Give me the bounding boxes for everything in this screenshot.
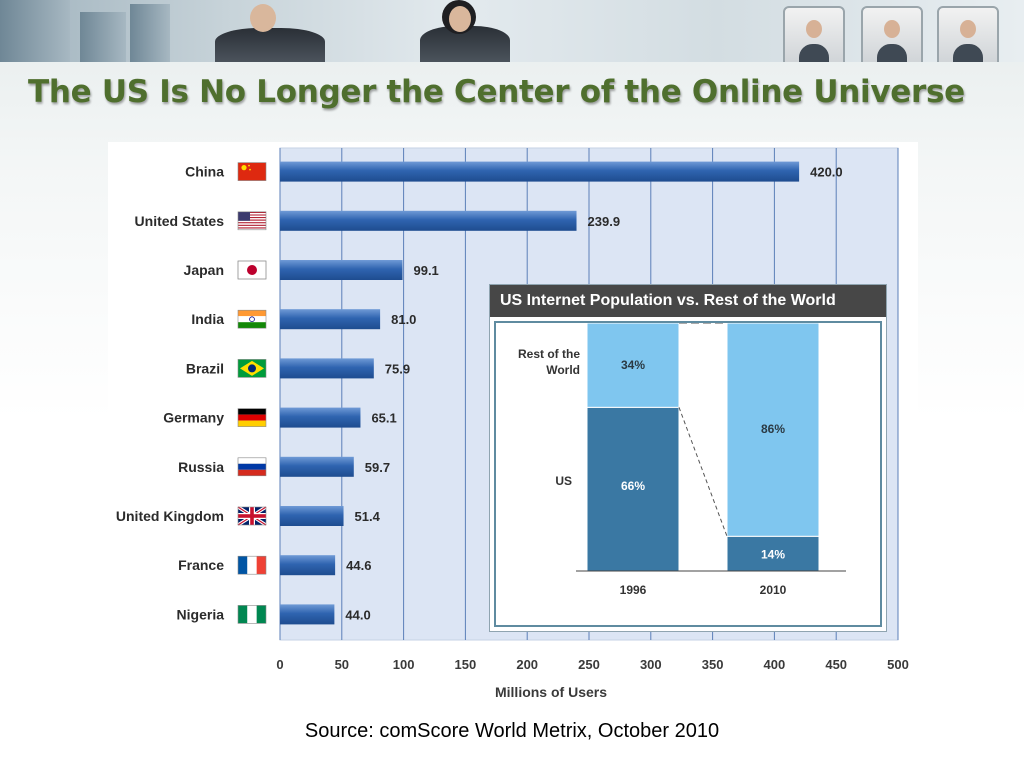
- x-tick-label: 100: [393, 657, 415, 672]
- x-tick-label: 150: [455, 657, 477, 672]
- bar-brazil: [280, 358, 374, 379]
- japan-flag-icon: [237, 260, 267, 280]
- team-photo-thumbnail: [861, 6, 923, 62]
- category-label: Brazil: [186, 360, 224, 376]
- header-banner-photo: [0, 0, 1024, 62]
- series-label-rest: Rest of the World: [518, 347, 580, 377]
- category-label: France: [178, 557, 224, 573]
- category-label: United States: [135, 213, 225, 229]
- bar-value-label: 81.0: [391, 312, 416, 327]
- bar-value-label: 75.9: [385, 361, 410, 376]
- x-tick-label: 0: [276, 657, 283, 672]
- nigeria-flag-icon: [237, 605, 267, 624]
- bar-value-label: 99.1: [413, 263, 438, 278]
- us-vs-world-inset: US Internet Population vs. Rest of the W…: [489, 284, 887, 632]
- team-photo-thumbnail: [783, 6, 845, 62]
- category-label: Japan: [184, 262, 224, 278]
- bar-nigeria: [280, 604, 335, 625]
- us-share-label: 66%: [621, 479, 645, 493]
- us-share-label: 14%: [761, 548, 785, 562]
- india-flag-icon: [237, 309, 267, 329]
- x-tick-label: 50: [335, 657, 349, 672]
- category-label: 1996: [620, 583, 647, 597]
- building-image: [80, 12, 126, 62]
- rest-share-bar-1996: [586, 322, 680, 408]
- x-tick-label: 400: [764, 657, 786, 672]
- rest-share-label: 86%: [761, 422, 785, 436]
- us-share-connector: [678, 407, 728, 537]
- x-tick-label: 200: [516, 657, 538, 672]
- x-axis-label: Millions of Users: [495, 684, 607, 700]
- category-label: United Kingdom: [116, 508, 224, 524]
- bar-value-label: 420.0: [810, 165, 843, 180]
- bar-value-label: 239.9: [588, 214, 621, 229]
- series-label-us: US: [555, 474, 572, 488]
- bar-japan: [280, 260, 403, 280]
- bar-united-kingdom: [280, 506, 344, 526]
- bar-france: [280, 555, 336, 576]
- businessman-head-image: [250, 4, 276, 32]
- building-image: [130, 4, 170, 62]
- x-tick-label: 500: [887, 657, 909, 672]
- uk-flag-icon: [237, 505, 267, 527]
- bar-value-label: 51.4: [355, 509, 381, 524]
- bar-india: [280, 309, 381, 330]
- bar-value-label: 65.1: [371, 411, 396, 426]
- slide-title: The US Is No Longer the Center of the On…: [28, 74, 965, 110]
- china-flag-icon: [237, 162, 267, 181]
- x-tick-label: 300: [640, 657, 662, 672]
- bar-value-label: 44.0: [345, 607, 370, 622]
- bar-value-label: 59.7: [365, 460, 390, 475]
- bar-germany: [280, 407, 361, 428]
- businesswoman-face-image: [449, 6, 471, 32]
- bar-united-states: [280, 210, 577, 231]
- rest-share-label: 34%: [621, 358, 645, 372]
- brazil-flag-icon: [237, 359, 267, 378]
- russia-flag-icon: [237, 457, 267, 477]
- x-tick-label: 450: [825, 657, 847, 672]
- france-flag-icon: [237, 555, 267, 575]
- category-label: Russia: [178, 459, 224, 475]
- us-share-bar-1996: [586, 406, 680, 572]
- inset-chart-body: 66% 34% 1996 14% 86% 2010 Rest of the World US: [494, 321, 882, 627]
- team-photo-thumbnail: [937, 6, 999, 62]
- category-label: India: [191, 311, 224, 327]
- bar-value-label: 44.6: [346, 558, 371, 573]
- x-tick-label: 350: [702, 657, 724, 672]
- category-label: 2010: [760, 583, 787, 597]
- stacked-share-chart: 66% 34% 1996 14% 86% 2010 Rest of the World US: [518, 322, 846, 597]
- businessman-image: [215, 28, 325, 62]
- rest-share-bar-2010: [726, 322, 820, 537]
- category-label: Nigeria: [177, 606, 225, 622]
- germany-flag-icon: [237, 408, 267, 427]
- us-share-bar-2010: [726, 535, 820, 572]
- inset-title: US Internet Population vs. Rest of the W…: [490, 285, 886, 317]
- category-label: China: [185, 164, 224, 180]
- bar-russia: [280, 456, 354, 477]
- building-image: [0, 0, 70, 62]
- usa-flag-icon: [237, 211, 267, 231]
- source-note: Source: comScore World Metrix, October 2…: [304, 720, 720, 742]
- x-tick-label: 250: [578, 657, 600, 672]
- bar-china: [280, 161, 800, 182]
- category-label: Germany: [163, 410, 224, 426]
